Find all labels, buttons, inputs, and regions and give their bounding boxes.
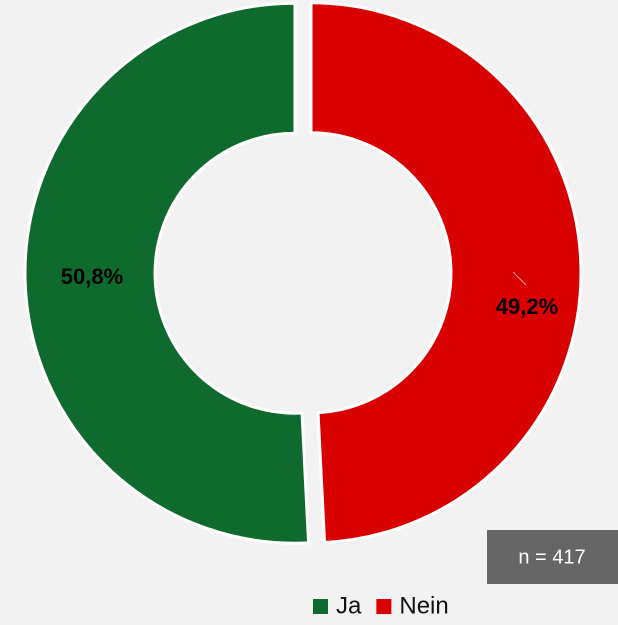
annotation-box: [487, 530, 618, 584]
slice: [309, 1, 583, 545]
legend-label: Ja: [336, 592, 362, 619]
data-label: 50,8%: [61, 264, 123, 289]
slice: [23, 1, 311, 545]
data-label: 49,2%: [496, 294, 558, 319]
legend-swatch: [376, 599, 392, 614]
leader-line: [512, 271, 527, 286]
annotation: n = 417: [518, 546, 585, 568]
legend-label: Nein: [399, 592, 448, 619]
legend-swatch: [313, 599, 328, 614]
